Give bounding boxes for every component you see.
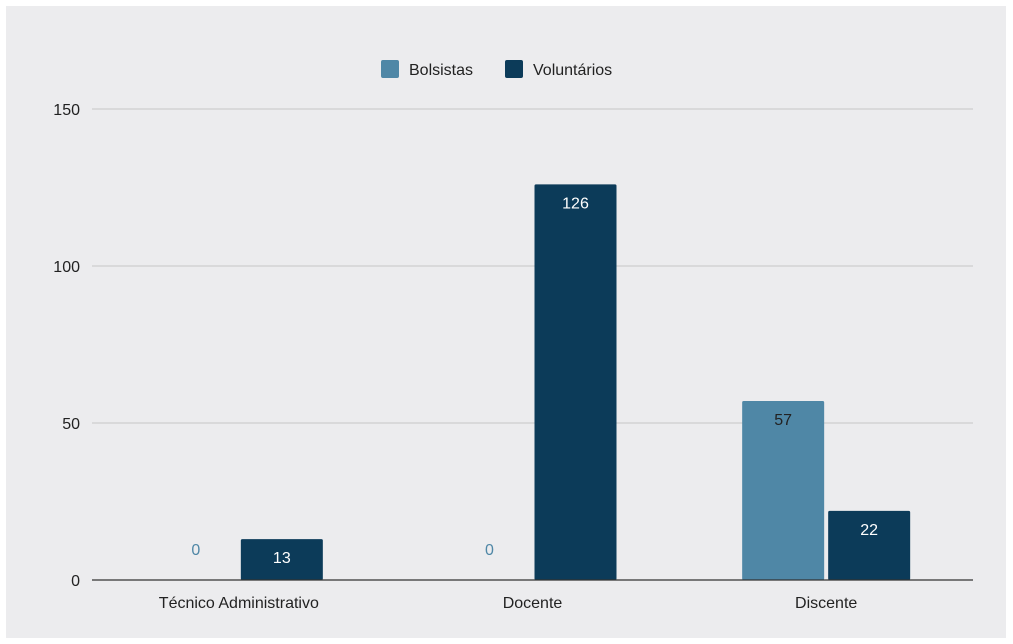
legend-swatch — [381, 60, 399, 78]
chart-container: 0 50 100 150 Técnico Administrativo Docente Di… — [6, 6, 1006, 638]
y-tick-label: 0 — [71, 573, 80, 590]
data-label: 0 — [191, 542, 200, 559]
axes: 0 50 100 150 Técnico Administrativo Docente Di… — [53, 102, 973, 612]
y-tick-label: 150 — [53, 102, 80, 119]
bars — [240, 184, 911, 581]
bar-voluntarios[interactable] — [534, 184, 617, 581]
bar-voluntarios[interactable] — [240, 539, 323, 580]
legend-label: Bolsistas — [409, 62, 473, 79]
data-labels: 0 13 0 126 57 22 — [191, 195, 878, 567]
data-label: 126 — [562, 195, 589, 212]
bar-chart: 0 50 100 150 Técnico Administrativo Docente Di… — [53, 60, 973, 612]
data-label: 22 — [860, 522, 878, 539]
legend-swatch — [505, 60, 523, 78]
x-tick-label: Técnico Administrativo — [159, 595, 319, 612]
data-label: 13 — [273, 550, 291, 567]
legend-label: Voluntários — [533, 62, 612, 79]
bar-voluntarios[interactable] — [828, 510, 911, 580]
bar-bolsistas[interactable] — [742, 401, 825, 580]
legend: Bolsistas Voluntários — [381, 60, 612, 79]
x-tick-label: Discente — [795, 595, 857, 612]
y-tick-label: 100 — [53, 259, 80, 276]
legend-item-voluntarios[interactable]: Voluntários — [505, 60, 612, 79]
data-label: 57 — [774, 412, 792, 429]
data-label: 0 — [485, 542, 494, 559]
y-tick-label: 50 — [62, 416, 80, 433]
gridlines — [92, 108, 973, 424]
x-tick-label: Docente — [503, 595, 563, 612]
legend-item-bolsistas[interactable]: Bolsistas — [381, 60, 473, 79]
